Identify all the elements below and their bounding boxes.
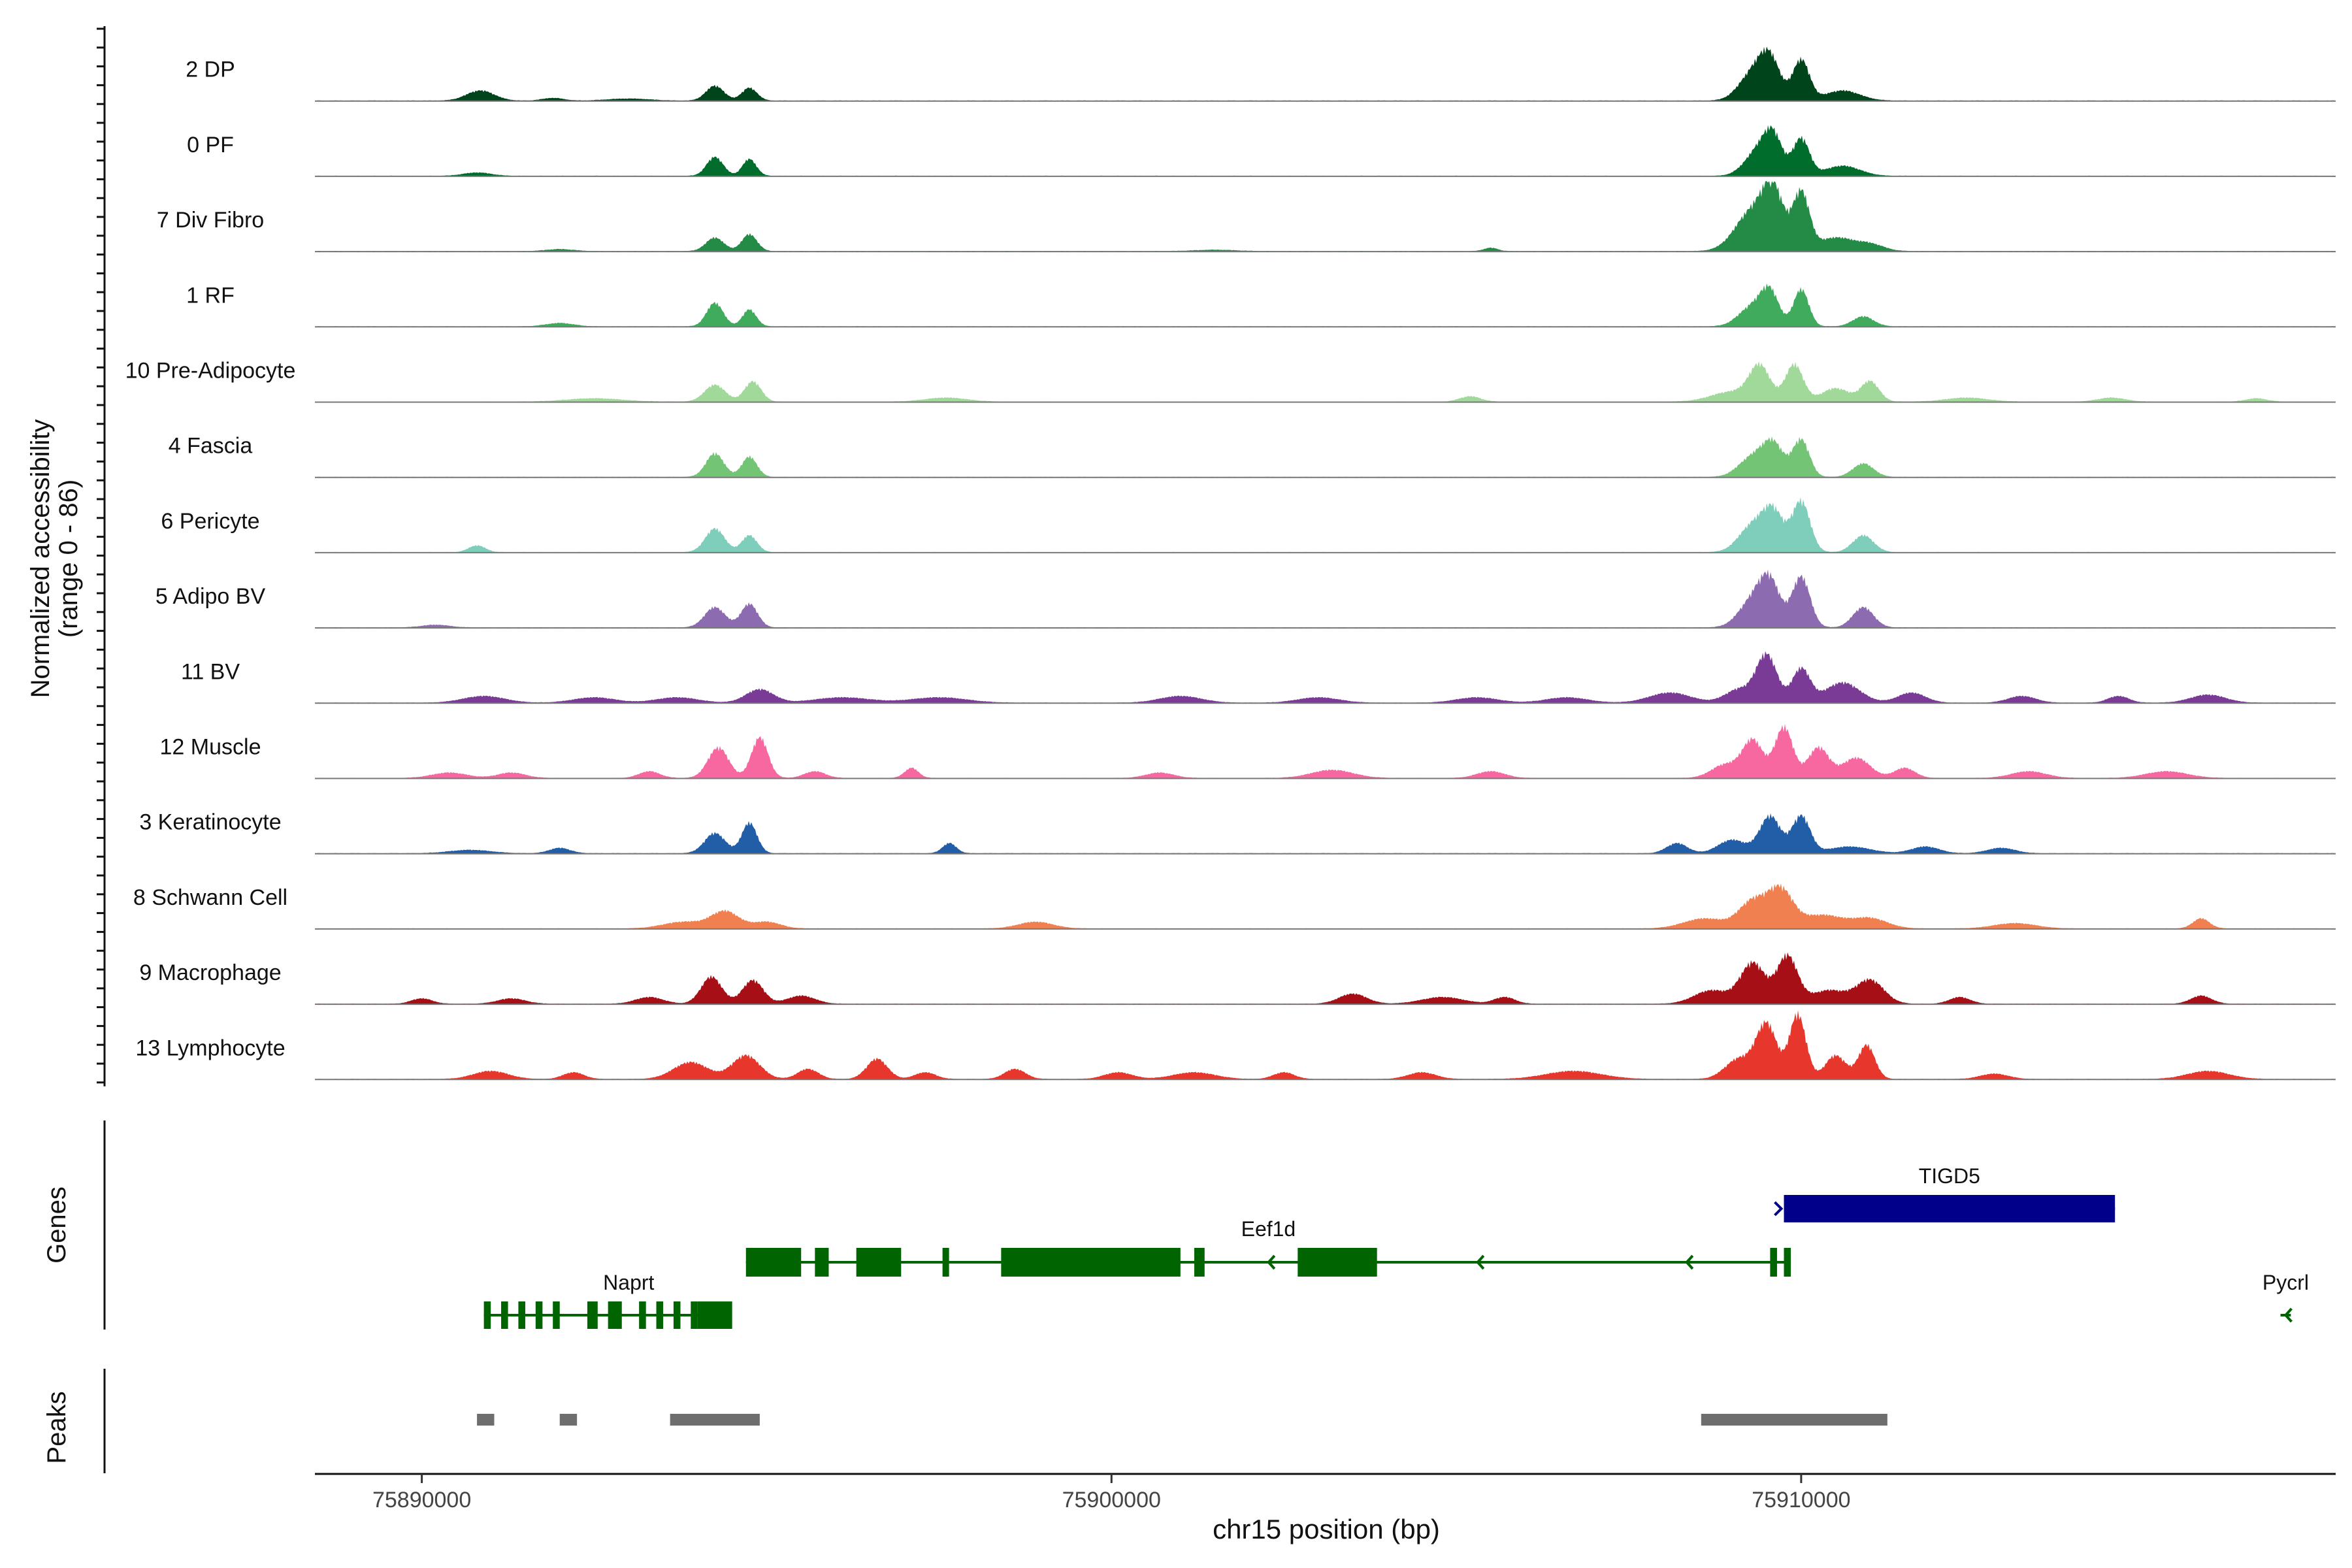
track-label: 13 Lymphocyte <box>135 1036 285 1060</box>
track-7: 6 Pericyte <box>161 497 2336 553</box>
track-label: 11 BV <box>181 659 240 684</box>
track-label: 12 Muscle <box>160 735 261 760</box>
track-label: 10 Pre-Adipocyte <box>125 359 296 384</box>
track-label: 2 DP <box>186 57 235 82</box>
axes: 75890000 75900000 75910000 <box>97 26 2336 1512</box>
track-label: 8 Schwann Cell <box>133 885 287 910</box>
track-label: 3 Keratinocyte <box>139 810 281 835</box>
gene-label: Naprt <box>603 1271 654 1294</box>
track-9: 11 BV <box>181 651 2336 704</box>
gene-track: TIGD5 Eef1d Naprt Pycrl <box>483 1164 2309 1329</box>
x-axis-label: chr15 position (bp) <box>1213 1514 1440 1544</box>
track-label: 5 Adipo BV <box>155 584 266 609</box>
coverage-area <box>315 1010 2336 1080</box>
gene-label: TIGD5 <box>1919 1164 1980 1188</box>
track-4: 1 RF <box>186 283 2336 328</box>
gene-exon <box>1770 1248 1777 1277</box>
peak-region <box>559 1414 578 1426</box>
gene-exon <box>1298 1248 1377 1277</box>
coverage-area <box>315 813 2336 854</box>
gene-tigd5: TIGD5 <box>1774 1164 2115 1222</box>
coverage-area <box>315 952 2336 1005</box>
strand-arrow <box>1774 1201 1784 1217</box>
coverage-tracks: 2 DP 0 PF 7 Div Fibro 1 RF 10 Pre-Adipocyte 4… <box>125 46 2336 1081</box>
peak-region <box>670 1414 760 1426</box>
track-label: 4 Fascia <box>169 434 253 459</box>
peak-track <box>477 1414 1887 1426</box>
coverage-area <box>315 46 2336 101</box>
gene-exon <box>483 1301 491 1329</box>
gene-exon <box>639 1301 646 1329</box>
gene-exon <box>587 1301 598 1329</box>
gene-exon <box>942 1248 949 1277</box>
strand-arrow <box>1267 1254 1276 1270</box>
track-2: 0 PF <box>187 125 2336 177</box>
gene-exon <box>1194 1248 1205 1277</box>
track-1: 2 DP <box>186 46 2336 102</box>
gene-label: Pycrl <box>2262 1271 2309 1294</box>
peak-region <box>1701 1414 1887 1426</box>
x-tick-label: 75910000 <box>1752 1488 1850 1512</box>
gene-exon <box>501 1301 508 1329</box>
gene-exon <box>656 1301 664 1329</box>
y-axis-label-range: (range 0 - 86) <box>54 480 83 638</box>
track-10: 12 Muscle <box>160 724 2336 779</box>
coverage-area <box>315 361 2336 402</box>
gene-exon <box>553 1301 560 1329</box>
strand-arrow <box>2283 1307 2293 1323</box>
coverage-area <box>315 569 2336 629</box>
gene-exon <box>1001 1248 1181 1277</box>
gene-pycrl: Pycrl <box>2262 1271 2309 1323</box>
track-label: 7 Div Fibro <box>157 208 264 233</box>
strand-arrow <box>1476 1254 1485 1270</box>
coverage-area <box>315 724 2336 779</box>
gene-exon <box>856 1248 902 1277</box>
coverage-area <box>315 125 2336 176</box>
coverage-area <box>315 497 2336 553</box>
coverage-area <box>315 436 2336 478</box>
gene-exon <box>608 1301 622 1329</box>
track-14: 13 Lymphocyte <box>135 1010 2336 1081</box>
coverage-area <box>315 181 2336 252</box>
coverage-area <box>315 883 2336 929</box>
strand-arrow <box>1685 1254 1694 1270</box>
gene-exon <box>691 1301 698 1329</box>
track-11: 3 Keratinocyte <box>139 810 2336 855</box>
track-3: 7 Div Fibro <box>157 181 2336 253</box>
track-6: 4 Fascia <box>169 434 2336 478</box>
track-8: 5 Adipo BV <box>155 569 2336 629</box>
track-label: 0 PF <box>187 133 234 157</box>
gene-label: Eef1d <box>1241 1217 1296 1241</box>
gene-eef1d: Eef1d <box>745 1217 1791 1277</box>
x-tick-label: 75900000 <box>1062 1488 1161 1512</box>
gene-exon <box>697 1301 732 1329</box>
gene-exon <box>1784 1248 1791 1277</box>
peak-region <box>477 1414 495 1426</box>
y-axis-label: Normalized accessibility <box>26 419 55 698</box>
track-5: 10 Pre-Adipocyte <box>125 359 2336 403</box>
gene-exon <box>815 1248 829 1277</box>
gene-exon <box>745 1248 802 1277</box>
x-tick-label: 75890000 <box>372 1488 471 1512</box>
track-label: 6 Pericyte <box>161 509 259 534</box>
peaks-track-label: Peaks <box>42 1391 71 1463</box>
genes-track-label: Genes <box>42 1186 71 1264</box>
gene-naprt: Naprt <box>483 1271 732 1329</box>
gene-exon <box>518 1301 525 1329</box>
track-12: 8 Schwann Cell <box>133 883 2336 930</box>
gene-exon <box>1784 1195 2115 1222</box>
track-label: 1 RF <box>186 283 235 308</box>
coverage-area <box>315 651 2336 704</box>
track-13: 9 Macrophage <box>139 952 2336 1005</box>
track-label: 9 Macrophage <box>139 960 281 985</box>
gene-exon <box>535 1301 543 1329</box>
coverage-area <box>315 284 2336 327</box>
gene-exon <box>673 1301 681 1329</box>
